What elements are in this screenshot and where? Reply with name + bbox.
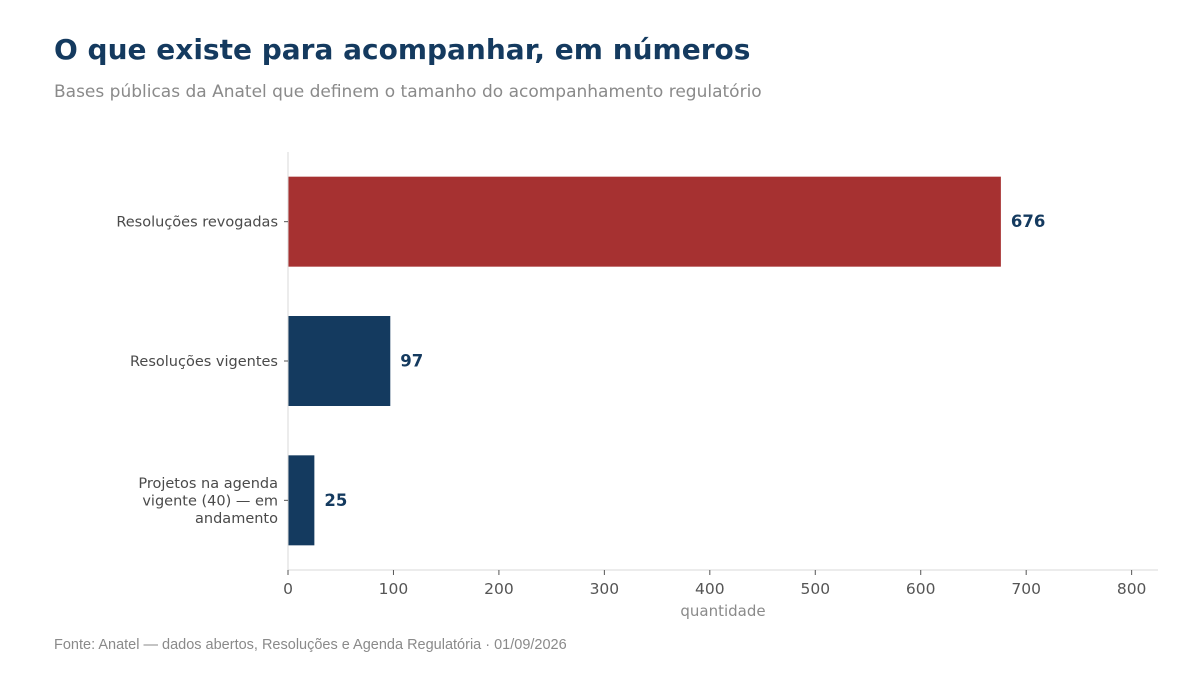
x-tick-label-700: 700: [1011, 580, 1041, 598]
x-tick-label-0: 0: [283, 580, 293, 598]
y-tick-label-2: Resoluções vigentes: [130, 354, 278, 370]
bar-1: [288, 176, 1001, 267]
x-tick-label-600: 600: [906, 580, 936, 598]
bar-2: [288, 316, 391, 406]
chart-title: O que existe para acompanhar, em números: [54, 33, 751, 66]
x-tick-label-800: 800: [1117, 580, 1147, 598]
x-tick-label-100: 100: [379, 580, 409, 598]
bar-3: [288, 455, 315, 546]
value-label-2: 97: [400, 352, 423, 371]
value-label-3: 25: [324, 491, 347, 510]
x-tick-label-200: 200: [484, 580, 514, 598]
value-labels-layer: 676 97 25: [324, 212, 1045, 510]
y-tick-label-3: Projetos na agenda vigente (40) — em andam…: [138, 476, 278, 527]
y-tick-label-line: andamento: [195, 511, 278, 527]
y-tick-label-line: Projetos na agenda: [138, 476, 278, 492]
x-axis-title: quantidade: [680, 602, 765, 620]
y-tick-label-1: Resoluções revogadas: [116, 215, 278, 231]
x-tick-label-300: 300: [590, 580, 620, 598]
value-label-1: 676: [1011, 212, 1045, 231]
x-axis: 0 100 200 300 400 500 600 700 800: [283, 569, 1158, 598]
y-tick-label-line: vigente (40) — em: [142, 493, 278, 509]
x-tick-label-500: 500: [800, 580, 830, 598]
y-tick-label-line: Resoluções vigentes: [130, 354, 278, 370]
y-axis: Resoluções revogadas Resoluções vigentes P…: [116, 152, 289, 570]
x-tick-label-400: 400: [695, 580, 725, 598]
bars-layer: [288, 176, 1001, 546]
source-note: Fonte: Anatel — dados abertos, Resoluçõe…: [54, 637, 567, 653]
y-tick-label-line: Resoluções revogadas: [116, 215, 278, 231]
chart-subtitle: Bases públicas da Anatel que definem o t…: [54, 82, 762, 102]
